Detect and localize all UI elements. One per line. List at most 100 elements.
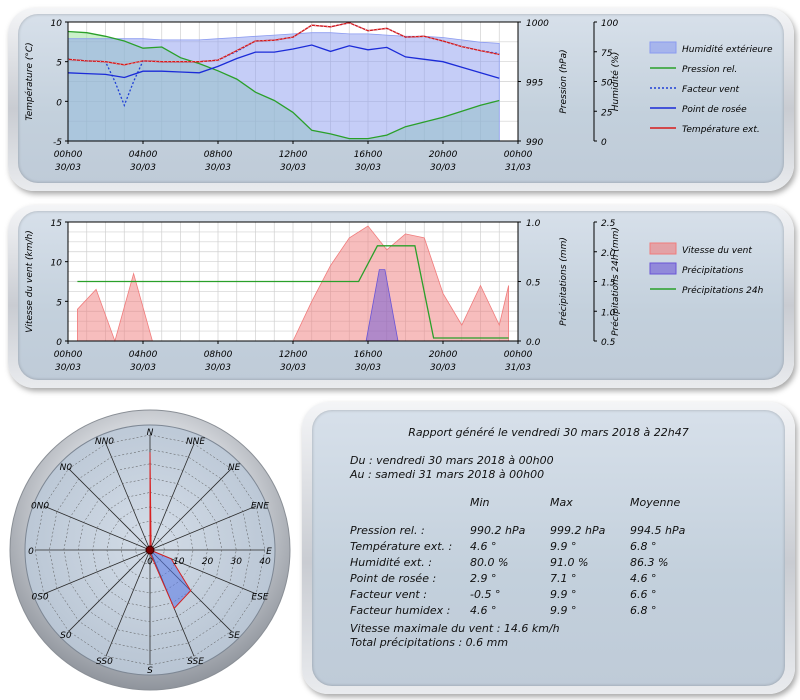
rose-ring (106, 506, 194, 594)
rose-direction-label: E (266, 547, 272, 557)
legend-swatch (649, 262, 677, 275)
series-area-0 (67, 32, 500, 142)
legend-label: Pression rel. (682, 65, 737, 75)
report-header-avg: Moyenne (630, 496, 681, 509)
y2-tick-label: 0.5 (526, 279, 541, 289)
x-tick-date: 31/03 (505, 363, 531, 373)
rose-tick-label: 10 (173, 557, 185, 567)
x-tick-date: 30/03 (355, 163, 381, 173)
y3-tick-label: 2.5 (601, 219, 616, 229)
rose-spoke (43, 505, 151, 551)
rose-direction-label: ESE (251, 593, 268, 603)
rose-ring (49, 449, 251, 651)
rose-direction-label: S (147, 666, 153, 676)
y3-tick-label: 75 (601, 49, 613, 59)
report-cell-min: 4.6 ° (470, 604, 497, 617)
report-cell-max: 9.9 ° (550, 588, 577, 601)
report-to: Au : samedi 31 mars 2018 à 00h00 (350, 468, 545, 481)
x-tick-date: 30/03 (430, 363, 456, 373)
y3-tick-label: 1.0 (601, 308, 616, 318)
report-title: Rapport généré le vendredi 30 mars 2018 … (408, 426, 689, 439)
rose-direction-label: SSE (187, 657, 204, 667)
y2-axis-title: Précipitations (mm) (558, 237, 569, 326)
report-cell-avg: 6.8 ° (630, 604, 657, 617)
report-cell-max: 9.9 ° (550, 604, 577, 617)
report-total-rain: Total précipitations : 0.6 mm (350, 636, 509, 649)
report-cell-label: Facteur vent : (350, 588, 427, 601)
x-tick-label: 08h00 (204, 350, 233, 360)
y-tick-label: -5 (53, 138, 62, 148)
report-cell-min: 80.0 % (470, 556, 509, 569)
rose-direction-label: N0 (60, 463, 73, 473)
legend-label: Précipitations (682, 265, 744, 276)
legend-swatch (649, 41, 677, 54)
y3-tick-label: 50 (601, 79, 613, 89)
x-tick-label: 16h00 (354, 150, 383, 160)
report-panel (302, 402, 795, 694)
report-content: Rapport généré le vendredi 30 mars 2018 … (302, 402, 795, 694)
rose-direction-label: SS0 (96, 657, 113, 667)
report-cell-max: 7.1 ° (550, 572, 577, 585)
y-tick-label: 5 (56, 59, 62, 69)
legend-label: Point de rosée (682, 104, 747, 115)
x-tick-date: 30/03 (205, 163, 231, 173)
series-line-1 (67, 30, 500, 140)
report-cell-max: 91.0 % (550, 556, 589, 569)
x-tick-label: 12h00 (279, 150, 308, 160)
legend-label: Température ext. (682, 124, 760, 135)
weather-chart: -5 0 5 10 990 995 1000 0 25 50 75 100 Température (°… (24, 19, 773, 173)
x-tick-date: 30/03 (130, 163, 156, 173)
report-cell-max: 999.2 hPa (550, 524, 606, 537)
x-tick-date: 30/03 (55, 163, 81, 173)
report-cell-max: 9.9 ° (550, 540, 577, 553)
y2-tick-label: 990 (526, 138, 543, 148)
rose-spoke (43, 549, 151, 595)
x-tick-date: 31/03 (505, 163, 531, 173)
y-tick-label: 15 (51, 219, 63, 229)
x-tick-label: 00h00 (504, 350, 533, 360)
rose-tick-label: 20 (202, 557, 214, 567)
report-cell-avg: 4.6 ° (630, 572, 657, 585)
rose-spoke (149, 443, 195, 551)
rose-spoke (149, 505, 257, 551)
y3-tick-label: 2.0 (601, 249, 616, 259)
report-header-min: Min (470, 496, 490, 509)
report-max-wind: Vitesse maximale du vent : 14.6 km/h (350, 622, 560, 635)
y-axis-title: Vitesse du vent (km/h) (25, 230, 35, 332)
x-tick-label: 00h00 (504, 150, 533, 160)
y-tick-label: 0 (56, 98, 62, 108)
report-cell-min: 4.6 ° (470, 540, 497, 553)
x-tick-label: 16h00 (354, 350, 383, 360)
report-cell-min: -0.5 ° (470, 588, 501, 601)
legend-label: Facteur vent (682, 85, 740, 95)
report-cell-label: Facteur humidex : (350, 604, 451, 617)
x-tick-date: 30/03 (280, 363, 306, 373)
legend-label: Précipitations 24h (682, 285, 764, 296)
y2-tick-label: 1000 (526, 19, 549, 29)
legend-swatch (649, 242, 677, 255)
x-tick-label: 00h00 (54, 150, 83, 160)
report-cell-avg: 6.8 ° (630, 540, 657, 553)
rose-direction-label: 0 (28, 547, 34, 557)
y2-axis-title: Pression (hPa) (559, 49, 569, 113)
rose-ring (121, 521, 180, 580)
report-cell-label: Point de rosée : (350, 572, 437, 585)
x-tick-date: 30/03 (130, 363, 156, 373)
x-tick-date: 30/03 (430, 163, 456, 173)
y3-tick-label: 100 (601, 19, 618, 29)
report-cell-avg: 994.5 hPa (630, 524, 686, 537)
x-tick-label: 12h00 (279, 350, 308, 360)
rose-direction-label: 0S0 (31, 593, 48, 603)
y2-tick-label: 0.0 (526, 338, 541, 348)
y-tick-label: 10 (51, 19, 63, 29)
rose-direction-label: S0 (60, 631, 72, 641)
report-from: Du : vendredi 30 mars 2018 à 00h00 (350, 454, 554, 467)
y3-tick-label: 1.5 (601, 279, 616, 289)
series-line-2 (77, 245, 509, 339)
rose-direction-label: N (147, 428, 154, 438)
rose-center (145, 545, 155, 555)
y-axis-title: Température (°C) (24, 42, 35, 120)
y3-axis-title: Humidité (%) (610, 52, 621, 111)
report-cell-label: Température ext. : (350, 540, 453, 553)
series-line-3 (67, 44, 500, 79)
